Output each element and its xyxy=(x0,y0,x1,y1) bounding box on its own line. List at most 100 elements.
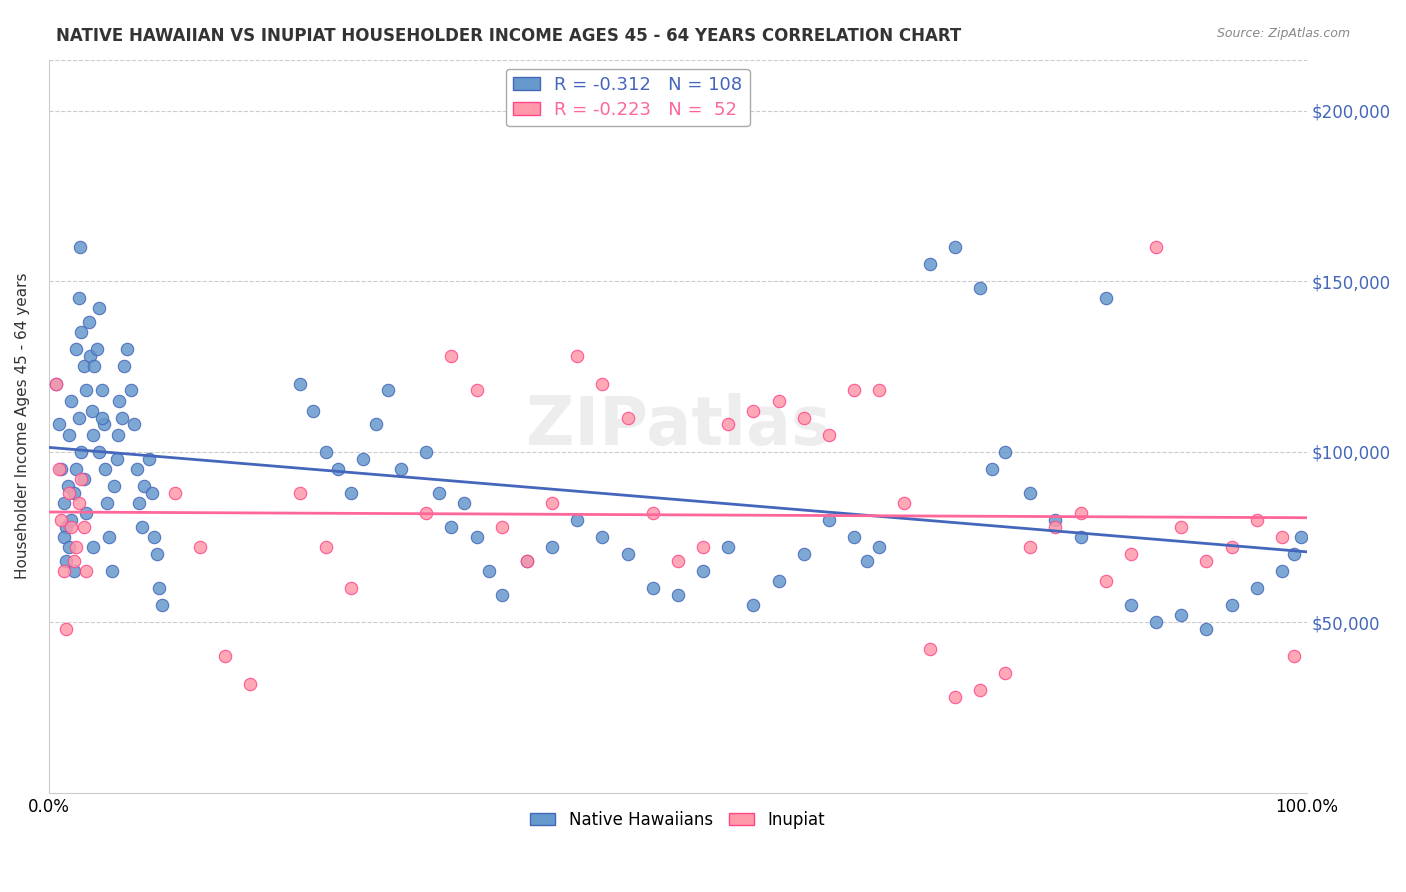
Point xyxy=(818,427,841,442)
Point xyxy=(1195,622,1218,636)
Point xyxy=(76,564,98,578)
Point xyxy=(541,496,564,510)
Point xyxy=(994,444,1017,458)
Text: NATIVE HAWAIIAN VS INUPIAT HOUSEHOLDER INCOME AGES 45 - 64 YEARS CORRELATION CHA: NATIVE HAWAIIAN VS INUPIAT HOUSEHOLDER I… xyxy=(56,27,962,45)
Point xyxy=(63,564,86,578)
Point xyxy=(83,359,105,374)
Point xyxy=(465,384,488,398)
Point xyxy=(58,427,80,442)
Point xyxy=(1144,615,1167,630)
Point xyxy=(112,359,135,374)
Point xyxy=(339,581,361,595)
Point xyxy=(339,485,361,500)
Point xyxy=(52,496,75,510)
Point xyxy=(73,519,96,533)
Point xyxy=(1246,581,1268,595)
Point xyxy=(63,554,86,568)
Point xyxy=(73,472,96,486)
Point xyxy=(58,485,80,500)
Y-axis label: Householder Income Ages 45 - 64 years: Householder Income Ages 45 - 64 years xyxy=(15,273,30,580)
Point xyxy=(108,393,131,408)
Point xyxy=(1195,554,1218,568)
Point xyxy=(377,384,399,398)
Point xyxy=(1045,513,1067,527)
Point xyxy=(65,343,87,357)
Point xyxy=(51,513,73,527)
Point xyxy=(98,530,121,544)
Point xyxy=(111,410,134,425)
Point xyxy=(1070,506,1092,520)
Point xyxy=(478,564,501,578)
Point xyxy=(1271,564,1294,578)
Point xyxy=(52,564,75,578)
Point xyxy=(143,530,166,544)
Point xyxy=(120,384,142,398)
Point xyxy=(90,384,112,398)
Point xyxy=(742,598,765,612)
Point xyxy=(943,240,966,254)
Point xyxy=(107,427,129,442)
Point xyxy=(440,349,463,363)
Legend: Native Hawaiians, Inupiat: Native Hawaiians, Inupiat xyxy=(523,805,832,836)
Point xyxy=(70,444,93,458)
Point xyxy=(51,462,73,476)
Point xyxy=(60,519,83,533)
Point xyxy=(67,496,90,510)
Point xyxy=(591,376,613,391)
Point xyxy=(717,540,740,554)
Point xyxy=(1119,598,1142,612)
Point xyxy=(55,554,77,568)
Point xyxy=(58,540,80,554)
Point xyxy=(148,581,170,595)
Point xyxy=(163,485,186,500)
Point xyxy=(567,513,589,527)
Point xyxy=(692,564,714,578)
Point xyxy=(1220,540,1243,554)
Point xyxy=(239,676,262,690)
Point xyxy=(55,519,77,533)
Point xyxy=(214,649,236,664)
Point xyxy=(641,506,664,520)
Point xyxy=(641,581,664,595)
Point xyxy=(124,417,146,432)
Point xyxy=(969,683,991,698)
Point xyxy=(1284,649,1306,664)
Point xyxy=(134,479,156,493)
Point xyxy=(69,240,91,254)
Point xyxy=(290,485,312,500)
Point xyxy=(516,554,538,568)
Text: ZIPatlas: ZIPatlas xyxy=(526,393,830,459)
Point xyxy=(67,410,90,425)
Point xyxy=(73,359,96,374)
Point xyxy=(128,496,150,510)
Point xyxy=(82,427,104,442)
Point xyxy=(146,547,169,561)
Point xyxy=(79,349,101,363)
Point xyxy=(150,598,173,612)
Point xyxy=(868,540,890,554)
Point xyxy=(131,519,153,533)
Point xyxy=(742,404,765,418)
Point xyxy=(93,417,115,432)
Point xyxy=(591,530,613,544)
Point xyxy=(48,462,70,476)
Point xyxy=(60,513,83,527)
Point xyxy=(491,588,513,602)
Point xyxy=(76,384,98,398)
Text: Source: ZipAtlas.com: Source: ZipAtlas.com xyxy=(1216,27,1350,40)
Point xyxy=(842,384,865,398)
Point xyxy=(1170,608,1192,623)
Point xyxy=(793,410,815,425)
Point xyxy=(364,417,387,432)
Point xyxy=(125,462,148,476)
Point xyxy=(76,506,98,520)
Point xyxy=(768,574,790,589)
Point xyxy=(1284,547,1306,561)
Point xyxy=(82,540,104,554)
Point xyxy=(1045,519,1067,533)
Point xyxy=(1119,547,1142,561)
Point xyxy=(315,540,337,554)
Point xyxy=(465,530,488,544)
Point xyxy=(1094,291,1116,305)
Point xyxy=(96,496,118,510)
